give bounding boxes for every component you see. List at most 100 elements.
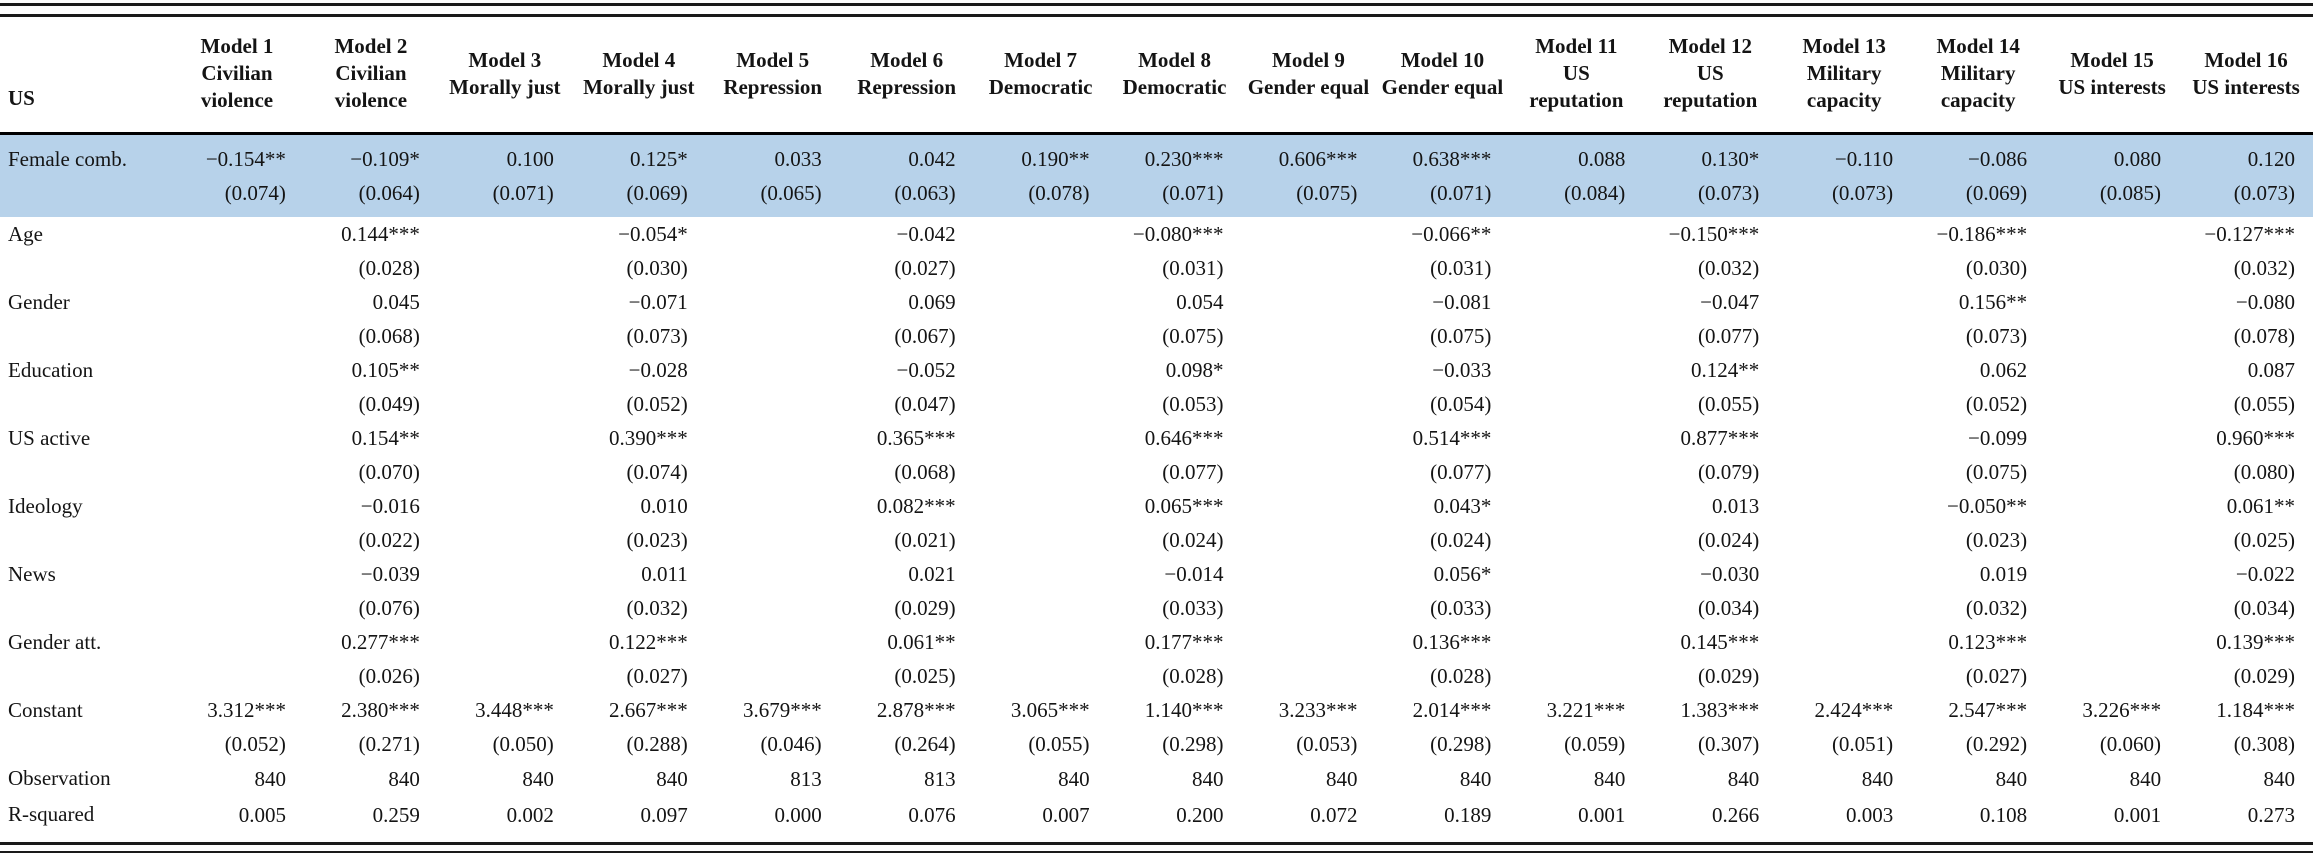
stat-value: 0.007: [1042, 803, 1090, 827]
table-cell: 2.878*** (0.264): [840, 693, 974, 761]
bottom-rule-inner: [0, 851, 2313, 853]
coefficient-value: [974, 353, 1090, 387]
table-cell: 0.098* (0.053): [1108, 353, 1242, 421]
coefficient-value: 0.010: [640, 494, 688, 518]
std-error-value: [1509, 387, 1625, 421]
std-error-value: [1242, 659, 1358, 693]
std-error-value: [170, 319, 286, 353]
std-error-value: [706, 387, 822, 421]
std-error-value: [2045, 659, 2161, 693]
table-cell: [2045, 217, 2179, 285]
std-error-value: (0.073): [2233, 181, 2295, 205]
std-error-value: [1777, 251, 1893, 285]
std-error-value: (0.025): [2233, 528, 2295, 552]
table-cell: [1509, 217, 1643, 285]
row-label: US active: [8, 426, 91, 450]
table-cell: 0.021 (0.029): [840, 557, 974, 625]
table-cell: 0.200: [1108, 797, 1242, 833]
coefficient-value: −0.080: [2235, 290, 2295, 314]
table-cell: 0.259: [304, 797, 438, 833]
table-cell: −0.016 (0.022): [304, 489, 438, 557]
stat-value: 840: [254, 767, 286, 791]
table-cell: 840: [1911, 761, 2045, 797]
coefficient-value: 0.606***: [1278, 147, 1358, 171]
stat-value: 0.076: [908, 803, 956, 827]
std-error-value: [2045, 591, 2161, 625]
std-error-value: (0.063): [894, 181, 956, 205]
std-error-value: (0.071): [1430, 181, 1492, 205]
table-cell: 840: [1643, 761, 1777, 797]
table-cell: 1.184*** (0.308): [2179, 693, 2313, 761]
table-cell: −0.086 (0.069): [1911, 133, 2046, 217]
coefficient-value: [170, 557, 286, 591]
std-error-value: [974, 591, 1090, 625]
coefficient-value: 0.082***: [876, 494, 956, 518]
coefficient-value: −0.081: [1432, 290, 1492, 314]
std-error-value: [1777, 455, 1893, 489]
coefficient-value: 0.125*: [630, 147, 688, 171]
coefficient-value: −0.050**: [1947, 494, 2028, 518]
coefficient-value: [1242, 625, 1358, 659]
std-error-value: (0.067): [894, 324, 956, 348]
table-cell: −0.127*** (0.032): [2179, 217, 2313, 285]
outcome-label: Repression: [857, 74, 957, 99]
std-error-value: [438, 251, 554, 285]
coefficient-value: 0.069: [908, 290, 956, 314]
table-header: US Model 1 Civilian violence Model 2 Civilia…: [0, 17, 2313, 135]
table-cell: [1242, 557, 1376, 625]
coefficient-value: 1.140***: [1144, 698, 1224, 722]
table-cell: 840: [438, 761, 572, 797]
table-cell: 0.130* (0.073): [1643, 133, 1778, 217]
std-error-value: [974, 251, 1090, 285]
stat-value: 0.005: [238, 803, 286, 827]
coefficient-value: −0.016: [360, 494, 420, 518]
outcome-label: Military capacity: [1940, 61, 2016, 112]
coefficient-value: [170, 625, 286, 659]
coefficient-value: [438, 625, 554, 659]
table-cell: −0.080 (0.078): [2179, 285, 2313, 353]
std-error-value: (0.027): [894, 256, 956, 280]
std-error-value: (0.052): [224, 732, 286, 756]
coefficient-value: 2.424***: [1814, 698, 1894, 722]
model-label: Model 5: [736, 47, 810, 72]
coefficient-value: 3.221***: [1546, 698, 1626, 722]
model-label: Model 16: [2204, 47, 2288, 72]
table-cell: −0.033 (0.054): [1375, 353, 1509, 421]
coefficient-value: −0.080***: [1132, 222, 1224, 246]
table-cell: −0.042 (0.027): [840, 217, 974, 285]
coefficient-value: [170, 353, 286, 387]
table-cell: −0.080*** (0.031): [1108, 217, 1242, 285]
std-error-value: [706, 319, 822, 353]
table-row-highlighted: Female comb. −0.154** (0.074) −0.109* (0.064…: [0, 133, 2313, 217]
regression-results-table: US Model 1 Civilian violence Model 2 Civilia…: [0, 17, 2313, 833]
model-label: Model 1: [200, 34, 274, 58]
coefficient-value: 0.123***: [1948, 630, 2028, 654]
coefficient-value: 0.230***: [1144, 147, 1224, 171]
table-cell: 0.011 (0.032): [572, 557, 706, 625]
coefficient-value: 0.098*: [1165, 358, 1224, 382]
table-cell: 0.065*** (0.024): [1108, 489, 1242, 557]
std-error-value: (0.028): [1430, 664, 1492, 688]
column-header-model-15: Model 15 US interests: [2045, 17, 2180, 135]
model-label: Model 2: [334, 34, 408, 58]
table-cell: 0.000: [706, 797, 840, 833]
coefficient-value: [2045, 557, 2161, 591]
table-cell: [706, 353, 840, 421]
std-error-value: (0.055): [2233, 392, 2295, 416]
row-label: Observation: [8, 766, 111, 790]
table-cell: [706, 557, 840, 625]
coefficient-value: [438, 421, 554, 455]
coefficient-value: [438, 557, 554, 591]
std-error-value: [1242, 387, 1358, 421]
std-error-value: (0.055): [1028, 732, 1090, 756]
table-cell: [1509, 489, 1643, 557]
std-error-value: (0.075): [1296, 181, 1358, 205]
top-rule-gap: [0, 6, 2313, 14]
std-error-value: (0.073): [1965, 324, 2028, 348]
table-cell: 0.082*** (0.021): [840, 489, 974, 557]
model-label: Model 4: [602, 47, 676, 72]
table-cell: 0.960*** (0.080): [2179, 421, 2313, 489]
outcome-label: Democratic: [988, 74, 1093, 99]
table-cell: −0.109* (0.064): [303, 133, 438, 217]
coefficient-value: −0.039: [360, 562, 420, 586]
